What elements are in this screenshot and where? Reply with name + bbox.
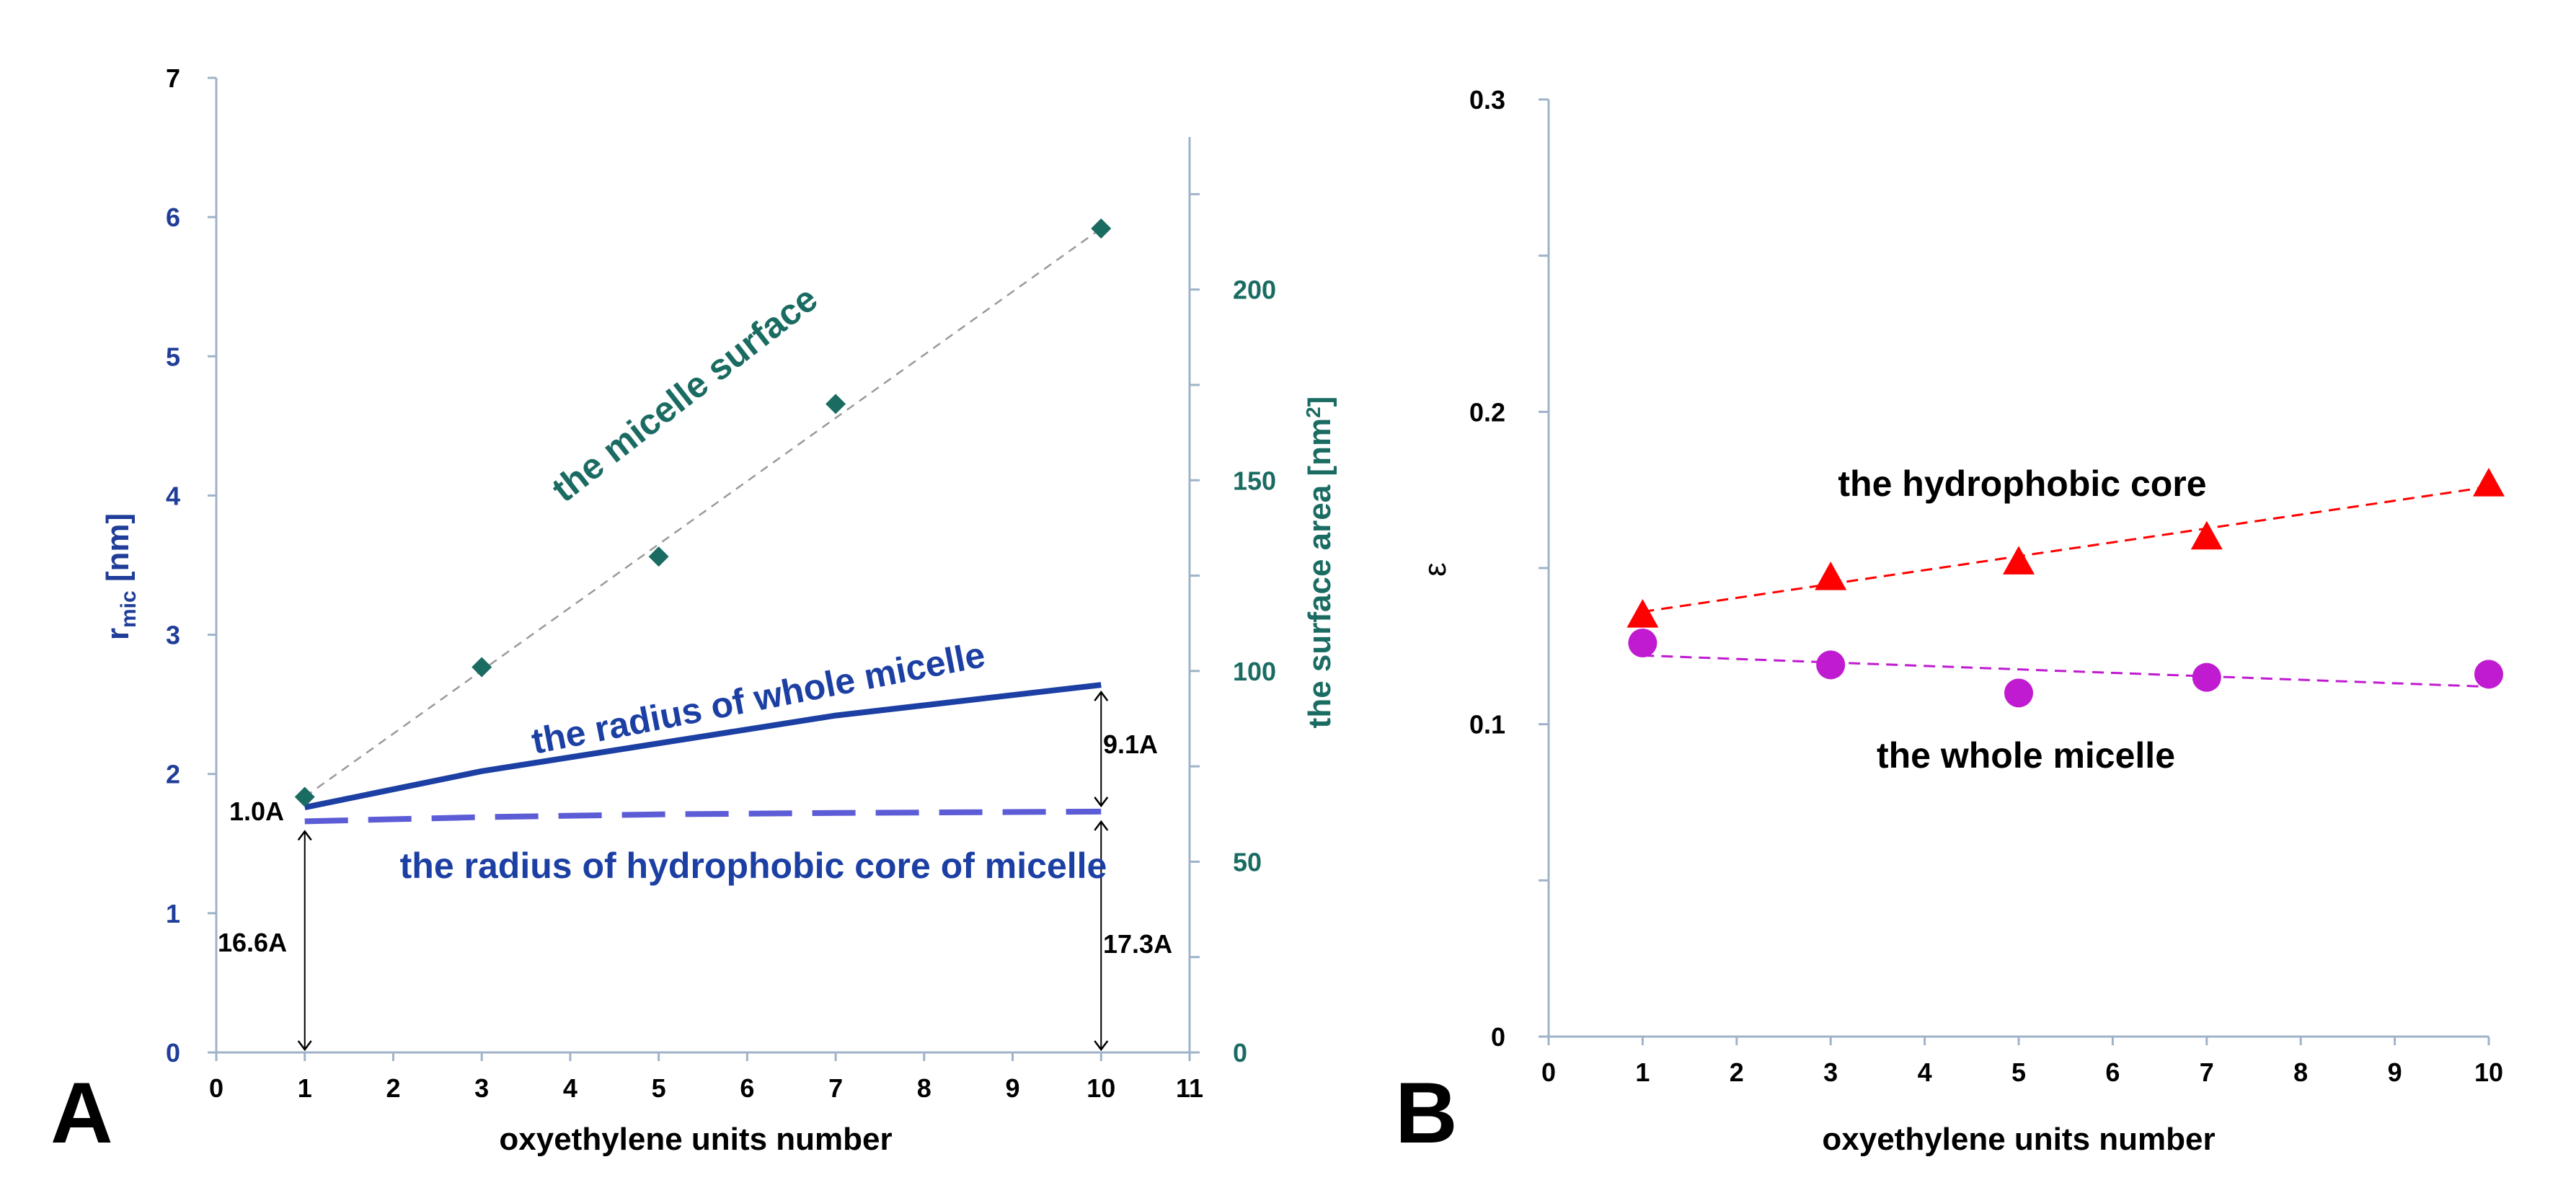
panel-a-chart: 0 1 2 3 4 5 6 7 8 9 10 11 0 1 2 3 4 5 6 7 0 50 100 150 200 oxyet… bbox=[50, 63, 1337, 1161]
panel-b-x-tick-label: 3 bbox=[1823, 1057, 1838, 1087]
annotation-9-1a: 9.1A bbox=[1103, 729, 1158, 759]
panel-a-right-tick-label: 150 bbox=[1233, 466, 1276, 495]
panel-a-x-tick-label: 2 bbox=[386, 1073, 400, 1103]
whole-micelle-point bbox=[2004, 678, 2033, 708]
annotation-1-0a: 1.0A bbox=[229, 797, 284, 826]
hydrophobic-core-point bbox=[2190, 520, 2223, 550]
panel-a-right-tick-label: 0 bbox=[1233, 1038, 1247, 1068]
panel-a-x-tick-label: 8 bbox=[917, 1073, 931, 1103]
panel-a-axes bbox=[208, 76, 1200, 1061]
panel-a-x-tick-label: 9 bbox=[1006, 1073, 1020, 1103]
whole-micelle-point bbox=[2192, 662, 2221, 692]
panel-a-x-tick-label: 1 bbox=[298, 1073, 312, 1103]
panel-a-right-tick-label: 200 bbox=[1233, 275, 1276, 305]
panel-b-letter: B bbox=[1395, 1065, 1458, 1161]
panel-a-tick-labels: 0 1 2 3 4 5 6 7 8 9 10 11 0 1 2 3 4 5 6 7 0 50 100 150 200 bbox=[166, 63, 1276, 1103]
left-axis-title-main: r bbox=[100, 628, 136, 640]
panel-b-x-tick-label: 0 bbox=[1541, 1057, 1556, 1087]
annotation-17-3a: 17.3A bbox=[1103, 929, 1172, 959]
whole-micelle-trendline bbox=[1642, 654, 2489, 688]
core-radius-dashed-line bbox=[304, 808, 1102, 825]
panel-a-left-tick-label: 5 bbox=[166, 342, 180, 371]
panel-a-series bbox=[294, 218, 1112, 1052]
arrow-shell-end-head-bottom bbox=[1094, 797, 1109, 807]
micelle-surface-point bbox=[1091, 218, 1112, 239]
panel-a-right-tick-label: 50 bbox=[1233, 847, 1262, 877]
whole-micelle-point bbox=[1816, 650, 1846, 680]
panel-a-letter: A bbox=[50, 1065, 113, 1161]
panel-b-x-tick-label: 5 bbox=[2011, 1057, 2026, 1087]
panel-a-x-axis-title: oxyethylene units number bbox=[499, 1122, 892, 1157]
panel-a-x-tick-label: 0 bbox=[209, 1073, 223, 1103]
panel-b-x-tick-label: 2 bbox=[1730, 1057, 1744, 1087]
micelle-surface-point bbox=[826, 394, 846, 414]
panel-b-x-tick-label: 1 bbox=[1635, 1057, 1650, 1087]
hydrophobic-core-point bbox=[2473, 468, 2505, 497]
right-axis-title-sup: 2 bbox=[1302, 407, 1324, 418]
core-radius-label: the radius of hydrophobic core of micell… bbox=[400, 846, 1107, 886]
arrow-shell-end-head-top bbox=[1094, 691, 1109, 701]
panel-b-chart: 0 1 2 3 4 5 6 7 8 9 10 0 0.1 0.2 0.3 oxyethylene units… bbox=[1395, 85, 2505, 1161]
panel-b-series bbox=[1626, 468, 2505, 708]
panel-b-x-tick-label: 9 bbox=[2388, 1057, 2402, 1087]
panel-b-x-tick-label: 8 bbox=[2293, 1057, 2308, 1087]
panel-a-left-tick-label: 1 bbox=[166, 899, 180, 928]
micelle-surface-point bbox=[472, 657, 492, 678]
panel-a-right-tick-label: 100 bbox=[1233, 657, 1276, 686]
panel-b-y-tick-label: 0.2 bbox=[1469, 397, 1505, 427]
hydrophobic-core-label: the hydrophobic core bbox=[1838, 464, 2206, 504]
micelle-surface-point bbox=[648, 546, 669, 567]
panel-a-left-tick-label: 3 bbox=[166, 621, 180, 650]
panel-a-left-tick-label: 0 bbox=[166, 1038, 180, 1068]
arrow-core-start-head-bottom bbox=[297, 1040, 312, 1052]
panel-a-x-tick-label: 6 bbox=[740, 1073, 754, 1103]
panel-a-x-tick-label: 11 bbox=[1176, 1073, 1203, 1103]
panel-b-y-tick-label: 0.3 bbox=[1469, 85, 1505, 115]
panel-a-right-axis-title: the surface area [nm2] bbox=[1302, 396, 1337, 729]
whole-micelle-label: the whole micelle bbox=[1877, 735, 2175, 776]
right-axis-title-end: ] bbox=[1302, 396, 1337, 407]
panel-a-x-tick-label: 4 bbox=[563, 1073, 577, 1103]
panel-a-left-axis-title: rmic [nm] bbox=[100, 513, 141, 640]
whole-micelle-radius-label: the radius of whole micelle bbox=[528, 634, 988, 762]
panel-a-left-tick-label: 7 bbox=[166, 63, 180, 93]
panel-a-left-tick-label: 6 bbox=[166, 203, 180, 232]
hydrophobic-core-point bbox=[1626, 599, 1659, 628]
left-axis-title-sub: mic bbox=[117, 590, 141, 628]
panel-a-x-tick-label: 7 bbox=[828, 1073, 843, 1103]
micelle-surface-label: the micelle surface bbox=[544, 278, 825, 510]
panel-b-x-tick-label: 7 bbox=[2200, 1057, 2214, 1087]
hydrophobic-core-point bbox=[2003, 546, 2035, 575]
arrow-core-end-head-top bbox=[1094, 820, 1109, 831]
panel-b-x-tick-label: 6 bbox=[2105, 1057, 2120, 1087]
panel-a-x-tick-label: 3 bbox=[474, 1073, 489, 1103]
hydrophobic-core-point bbox=[1815, 562, 1847, 590]
arrow-core-end-head-bottom bbox=[1094, 1040, 1109, 1052]
panel-b-y-axis-title: ε bbox=[1417, 562, 1453, 577]
panel-b-y-tick-label: 0 bbox=[1491, 1022, 1505, 1052]
panel-b-x-axis-title: oxyethylene units number bbox=[1822, 1122, 2215, 1157]
panel-b-x-tick-label: 4 bbox=[1918, 1057, 1932, 1087]
panel-b-x-tick-label: 10 bbox=[2474, 1057, 2503, 1087]
panel-a-x-tick-label: 5 bbox=[652, 1073, 666, 1103]
annotation-16-6a: 16.6A bbox=[218, 928, 287, 957]
panel-a-x-tick-label: 10 bbox=[1086, 1073, 1115, 1103]
micelle-surface-trendline bbox=[304, 227, 1102, 798]
whole-micelle-point bbox=[2474, 660, 2503, 689]
panel-b-y-tick-label: 0.1 bbox=[1469, 710, 1505, 740]
arrow-core-start-head-top bbox=[297, 830, 312, 841]
panel-b-axes bbox=[1539, 98, 2490, 1045]
whole-micelle-radius-line bbox=[304, 682, 1102, 810]
panel-b-tick-labels: 0 1 2 3 4 5 6 7 8 9 10 0 0.1 0.2 0.3 bbox=[1469, 85, 2503, 1087]
hydrophobic-core-trendline bbox=[1642, 485, 2489, 613]
right-axis-title-main: the surface area [nm bbox=[1302, 418, 1337, 728]
left-axis-title-unit: [nm] bbox=[100, 513, 136, 591]
micelle-surface-point bbox=[294, 786, 315, 807]
whole-micelle-point bbox=[1628, 629, 1657, 657]
panel-a-left-tick-label: 2 bbox=[166, 760, 180, 789]
panel-a-left-tick-label: 4 bbox=[166, 481, 180, 510]
